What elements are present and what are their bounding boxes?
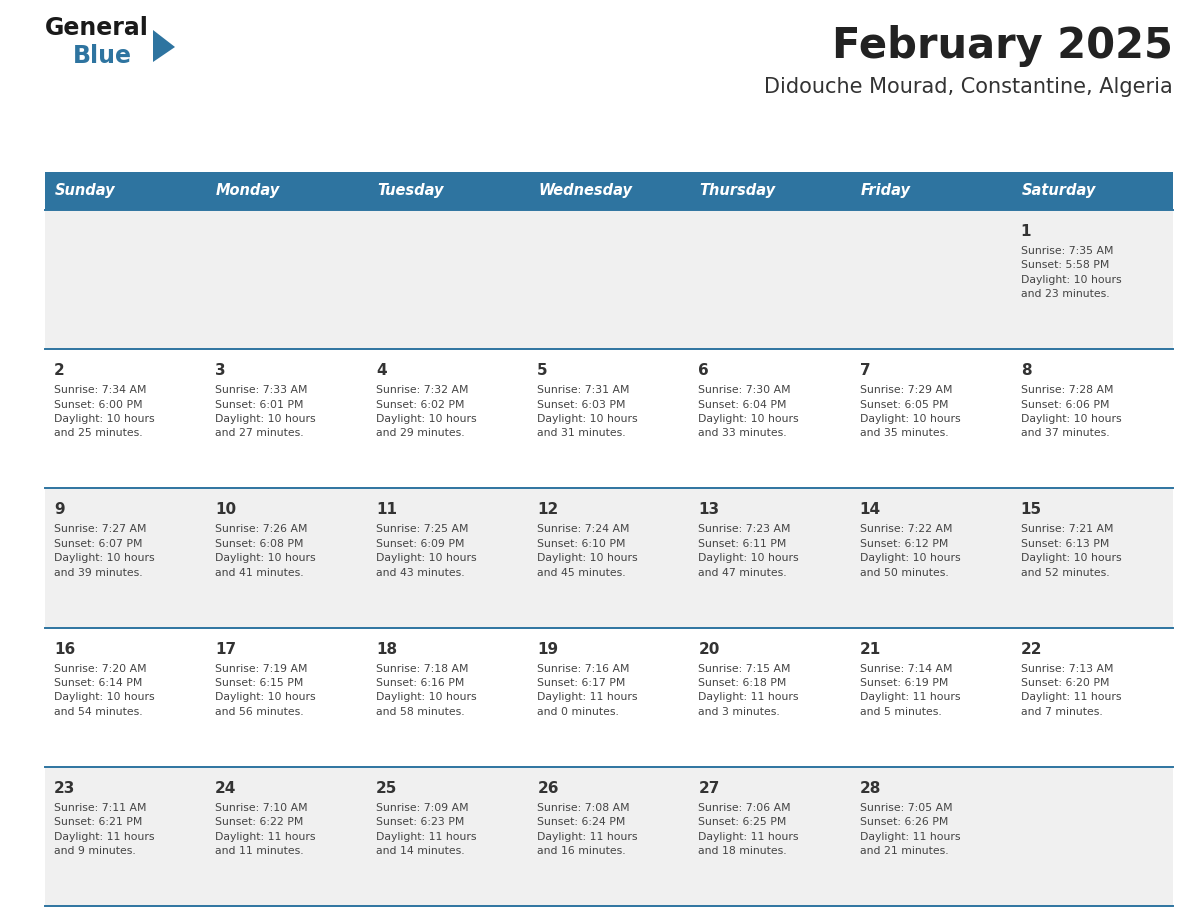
Text: Sunrise: 7:13 AM
Sunset: 6:20 PM
Daylight: 11 hours
and 7 minutes.: Sunrise: 7:13 AM Sunset: 6:20 PM Dayligh…: [1020, 664, 1121, 717]
Text: Sunrise: 7:21 AM
Sunset: 6:13 PM
Daylight: 10 hours
and 52 minutes.: Sunrise: 7:21 AM Sunset: 6:13 PM Dayligh…: [1020, 524, 1121, 577]
Text: 19: 19: [537, 642, 558, 656]
Text: Sunrise: 7:25 AM
Sunset: 6:09 PM
Daylight: 10 hours
and 43 minutes.: Sunrise: 7:25 AM Sunset: 6:09 PM Dayligh…: [377, 524, 476, 577]
Text: 16: 16: [53, 642, 75, 656]
Polygon shape: [153, 30, 175, 62]
Text: Thursday: Thursday: [700, 184, 776, 198]
Text: Sunday: Sunday: [55, 184, 115, 198]
Bar: [367, 172, 529, 210]
Text: Sunrise: 7:05 AM
Sunset: 6:26 PM
Daylight: 11 hours
and 21 minutes.: Sunrise: 7:05 AM Sunset: 6:26 PM Dayligh…: [860, 802, 960, 856]
Text: February 2025: February 2025: [832, 25, 1173, 67]
Text: Sunrise: 7:11 AM
Sunset: 6:21 PM
Daylight: 11 hours
and 9 minutes.: Sunrise: 7:11 AM Sunset: 6:21 PM Dayligh…: [53, 802, 154, 856]
Text: Sunrise: 7:08 AM
Sunset: 6:24 PM
Daylight: 11 hours
and 16 minutes.: Sunrise: 7:08 AM Sunset: 6:24 PM Dayligh…: [537, 802, 638, 856]
Bar: [207, 172, 367, 210]
Text: 21: 21: [860, 642, 880, 656]
Text: Sunrise: 7:34 AM
Sunset: 6:00 PM
Daylight: 10 hours
and 25 minutes.: Sunrise: 7:34 AM Sunset: 6:00 PM Dayligh…: [53, 386, 154, 438]
Bar: [1012, 172, 1173, 210]
Text: Sunrise: 7:31 AM
Sunset: 6:03 PM
Daylight: 10 hours
and 31 minutes.: Sunrise: 7:31 AM Sunset: 6:03 PM Dayligh…: [537, 386, 638, 438]
Text: Wednesday: Wednesday: [538, 184, 632, 198]
Text: 1: 1: [1020, 224, 1031, 239]
Text: Sunrise: 7:32 AM
Sunset: 6:02 PM
Daylight: 10 hours
and 29 minutes.: Sunrise: 7:32 AM Sunset: 6:02 PM Dayligh…: [377, 386, 476, 438]
Text: 28: 28: [860, 780, 881, 796]
Text: Sunrise: 7:33 AM
Sunset: 6:01 PM
Daylight: 10 hours
and 27 minutes.: Sunrise: 7:33 AM Sunset: 6:01 PM Dayligh…: [215, 386, 316, 438]
Text: Tuesday: Tuesday: [377, 184, 443, 198]
Text: Sunrise: 7:23 AM
Sunset: 6:11 PM
Daylight: 10 hours
and 47 minutes.: Sunrise: 7:23 AM Sunset: 6:11 PM Dayligh…: [699, 524, 800, 577]
Text: 26: 26: [537, 780, 558, 796]
Text: 4: 4: [377, 364, 387, 378]
Text: 5: 5: [537, 364, 548, 378]
Text: Sunrise: 7:16 AM
Sunset: 6:17 PM
Daylight: 11 hours
and 0 minutes.: Sunrise: 7:16 AM Sunset: 6:17 PM Dayligh…: [537, 664, 638, 717]
Text: Sunrise: 7:30 AM
Sunset: 6:04 PM
Daylight: 10 hours
and 33 minutes.: Sunrise: 7:30 AM Sunset: 6:04 PM Dayligh…: [699, 386, 800, 438]
Text: 14: 14: [860, 502, 880, 518]
Text: Saturday: Saturday: [1022, 184, 1095, 198]
Text: Sunrise: 7:06 AM
Sunset: 6:25 PM
Daylight: 11 hours
and 18 minutes.: Sunrise: 7:06 AM Sunset: 6:25 PM Dayligh…: [699, 802, 800, 856]
Text: 17: 17: [215, 642, 236, 656]
Text: Sunrise: 7:14 AM
Sunset: 6:19 PM
Daylight: 11 hours
and 5 minutes.: Sunrise: 7:14 AM Sunset: 6:19 PM Dayligh…: [860, 664, 960, 717]
Text: Sunrise: 7:24 AM
Sunset: 6:10 PM
Daylight: 10 hours
and 45 minutes.: Sunrise: 7:24 AM Sunset: 6:10 PM Dayligh…: [537, 524, 638, 577]
Text: Sunrise: 7:35 AM
Sunset: 5:58 PM
Daylight: 10 hours
and 23 minutes.: Sunrise: 7:35 AM Sunset: 5:58 PM Dayligh…: [1020, 246, 1121, 299]
Text: 20: 20: [699, 642, 720, 656]
Text: 18: 18: [377, 642, 397, 656]
Text: 13: 13: [699, 502, 720, 518]
Text: 22: 22: [1020, 642, 1042, 656]
Text: 9: 9: [53, 502, 64, 518]
Text: 3: 3: [215, 364, 226, 378]
Text: 8: 8: [1020, 364, 1031, 378]
Bar: [45, 172, 207, 210]
Text: 24: 24: [215, 780, 236, 796]
Text: 11: 11: [377, 502, 397, 518]
Text: Sunrise: 7:19 AM
Sunset: 6:15 PM
Daylight: 10 hours
and 56 minutes.: Sunrise: 7:19 AM Sunset: 6:15 PM Dayligh…: [215, 664, 316, 717]
Bar: [851, 172, 1012, 210]
Bar: [45, 767, 1173, 906]
Text: 2: 2: [53, 364, 64, 378]
Text: General: General: [45, 16, 148, 40]
Bar: [45, 210, 1173, 349]
Bar: [45, 349, 1173, 488]
Text: Sunrise: 7:27 AM
Sunset: 6:07 PM
Daylight: 10 hours
and 39 minutes.: Sunrise: 7:27 AM Sunset: 6:07 PM Dayligh…: [53, 524, 154, 577]
Text: Didouche Mourad, Constantine, Algeria: Didouche Mourad, Constantine, Algeria: [764, 77, 1173, 97]
Text: 7: 7: [860, 364, 870, 378]
Text: Sunrise: 7:15 AM
Sunset: 6:18 PM
Daylight: 11 hours
and 3 minutes.: Sunrise: 7:15 AM Sunset: 6:18 PM Dayligh…: [699, 664, 800, 717]
Bar: [45, 488, 1173, 628]
Text: 10: 10: [215, 502, 236, 518]
Text: Sunrise: 7:18 AM
Sunset: 6:16 PM
Daylight: 10 hours
and 58 minutes.: Sunrise: 7:18 AM Sunset: 6:16 PM Dayligh…: [377, 664, 476, 717]
Text: Sunrise: 7:20 AM
Sunset: 6:14 PM
Daylight: 10 hours
and 54 minutes.: Sunrise: 7:20 AM Sunset: 6:14 PM Dayligh…: [53, 664, 154, 717]
Text: Sunrise: 7:29 AM
Sunset: 6:05 PM
Daylight: 10 hours
and 35 minutes.: Sunrise: 7:29 AM Sunset: 6:05 PM Dayligh…: [860, 386, 960, 438]
Text: Monday: Monday: [216, 184, 280, 198]
Text: 25: 25: [377, 780, 398, 796]
Bar: [45, 628, 1173, 767]
Text: Friday: Friday: [860, 184, 910, 198]
Text: 27: 27: [699, 780, 720, 796]
Text: Blue: Blue: [72, 44, 132, 68]
Text: Sunrise: 7:09 AM
Sunset: 6:23 PM
Daylight: 11 hours
and 14 minutes.: Sunrise: 7:09 AM Sunset: 6:23 PM Dayligh…: [377, 802, 476, 856]
Bar: [689, 172, 851, 210]
Bar: [529, 172, 689, 210]
Text: Sunrise: 7:22 AM
Sunset: 6:12 PM
Daylight: 10 hours
and 50 minutes.: Sunrise: 7:22 AM Sunset: 6:12 PM Dayligh…: [860, 524, 960, 577]
Text: Sunrise: 7:26 AM
Sunset: 6:08 PM
Daylight: 10 hours
and 41 minutes.: Sunrise: 7:26 AM Sunset: 6:08 PM Dayligh…: [215, 524, 316, 577]
Text: 6: 6: [699, 364, 709, 378]
Text: 15: 15: [1020, 502, 1042, 518]
Text: Sunrise: 7:28 AM
Sunset: 6:06 PM
Daylight: 10 hours
and 37 minutes.: Sunrise: 7:28 AM Sunset: 6:06 PM Dayligh…: [1020, 386, 1121, 438]
Text: Sunrise: 7:10 AM
Sunset: 6:22 PM
Daylight: 11 hours
and 11 minutes.: Sunrise: 7:10 AM Sunset: 6:22 PM Dayligh…: [215, 802, 316, 856]
Text: 12: 12: [537, 502, 558, 518]
Text: 23: 23: [53, 780, 75, 796]
